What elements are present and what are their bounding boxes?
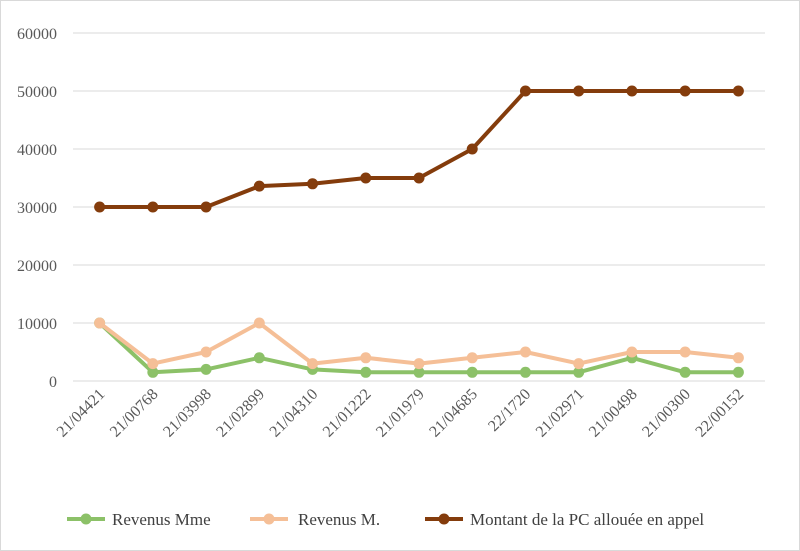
legend-item-3: Montant de la PC allouée en appel [425,510,704,529]
data-point [573,358,585,370]
x-tick-label: 21/00768 [107,386,162,441]
legend-label: Revenus M. [298,510,380,529]
data-point [94,201,106,213]
data-point [253,352,265,364]
data-point [94,317,106,329]
x-tick-label: 21/03998 [160,386,215,441]
series-group [94,85,744,378]
x-tick-label: 21/00498 [586,386,641,441]
x-tick-label: 21/00300 [639,386,694,441]
x-tick-label: 21/02971 [533,386,588,441]
data-point [732,366,744,378]
x-axis: 21/0442121/0076821/0399821/0289921/04310… [54,380,765,441]
data-point [466,366,478,378]
data-point [200,201,212,213]
legend: Revenus Mme Revenus M. Montant de la PC al… [67,510,704,529]
x-tick-label: 22/00152 [692,386,747,441]
data-point [413,366,425,378]
legend-marker [263,513,275,525]
data-point [147,358,159,370]
legend-item-2: Revenus M. [250,510,380,529]
data-point [519,85,531,97]
data-point [307,358,319,370]
data-point [360,352,372,364]
legend-label: Revenus Mme [112,510,211,529]
y-tick-label: 10000 [17,316,57,333]
y-tick-label: 40000 [17,142,57,159]
data-point [307,178,319,190]
legend-marker [80,513,92,525]
x-tick-label: 22/1720 [485,386,534,435]
y-tick-label: 0 [49,374,57,391]
legend-marker [438,513,450,525]
legend-item-1: Revenus Mme [67,510,211,529]
legend-label: Montant de la PC allouée en appel [470,510,704,529]
data-point [573,366,585,378]
data-point [732,352,744,364]
y-tick-label: 50000 [17,84,57,101]
x-tick-label: 21/04310 [267,386,322,441]
data-point [200,346,212,358]
x-tick-label: 21/01979 [373,386,428,441]
data-point [519,366,531,378]
y-axis: 0 10000 20000 30000 40000 50000 60000 [17,26,57,391]
data-point [147,366,159,378]
data-point [679,346,691,358]
y-tick-label: 60000 [17,26,57,43]
data-point [253,317,265,329]
series-3 [94,85,744,213]
data-point [679,366,691,378]
data-point [360,366,372,378]
series-2 [94,317,744,370]
data-point [466,352,478,364]
series-line [98,321,739,366]
data-point [626,85,638,97]
data-point [147,201,159,213]
data-point [679,85,691,97]
data-point [413,172,425,184]
data-point [253,180,265,192]
data-point [573,85,585,97]
data-point [413,358,425,370]
data-point [360,172,372,184]
y-tick-label: 20000 [17,258,57,275]
data-point [200,363,212,375]
x-tick-label: 21/04685 [426,386,481,441]
data-point [626,346,638,358]
x-tick-label: 21/02899 [213,386,268,441]
y-tick-label: 30000 [17,200,57,217]
data-point [466,143,478,155]
x-tick-label: 21/04421 [54,386,109,441]
data-point [732,85,744,97]
data-point [519,346,531,358]
x-tick-label: 21/01222 [320,386,375,441]
